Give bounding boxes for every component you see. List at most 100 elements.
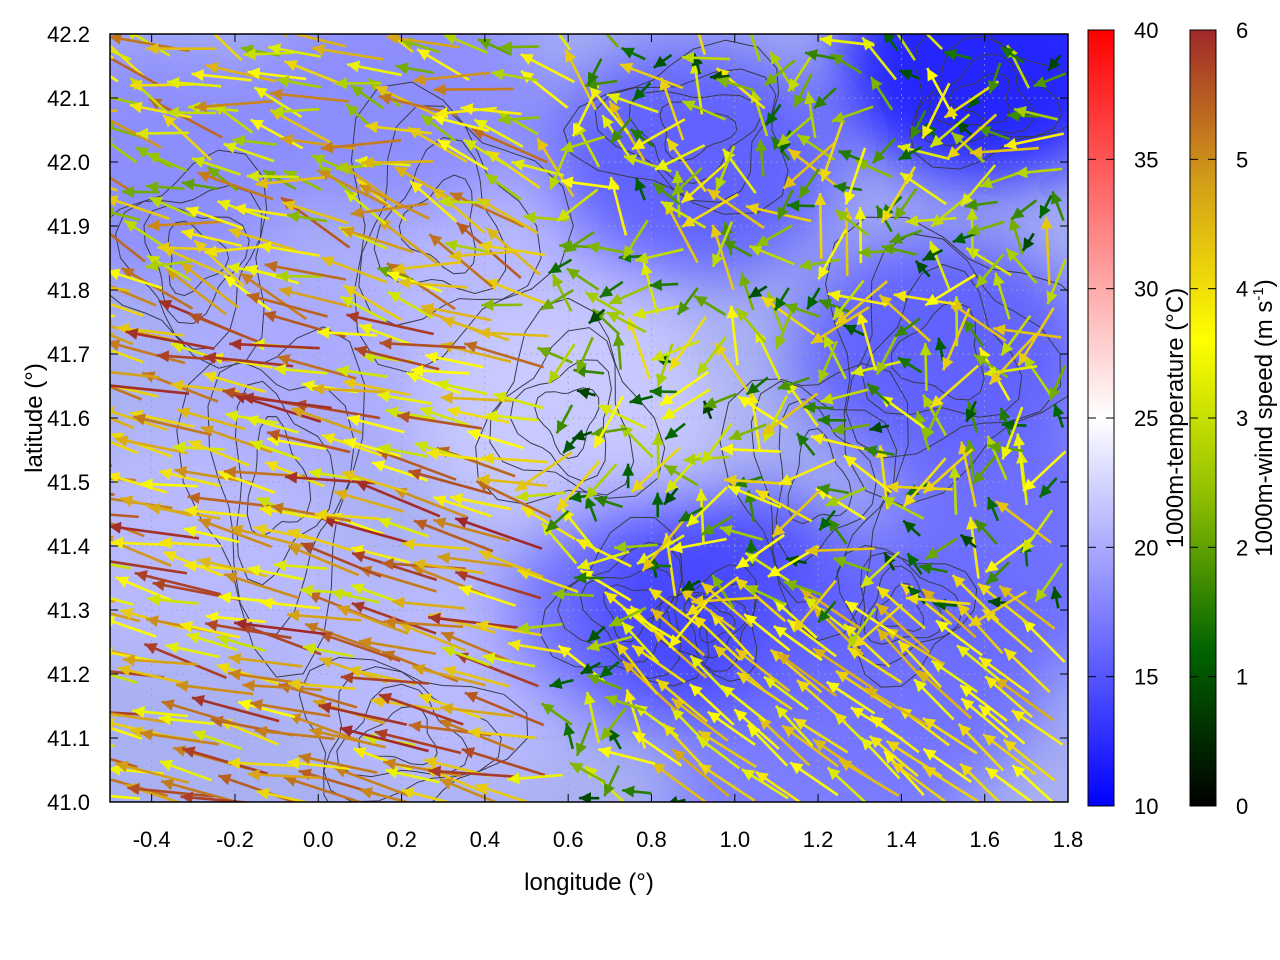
wind-vector-head-906 bbox=[205, 62, 219, 74]
wind-vector-head-754 bbox=[1022, 237, 1035, 251]
wind-vector-46 bbox=[298, 752, 378, 775]
wind-vector-shaft-148 bbox=[143, 642, 227, 680]
wind-vector-shaft-210 bbox=[875, 602, 931, 654]
wind-vector-326 bbox=[110, 536, 173, 549]
wind-vector-head-559 bbox=[612, 333, 625, 347]
wind-vector-head-482 bbox=[397, 411, 411, 424]
wind-vector-head-919 bbox=[584, 77, 598, 90]
wind-vector-750 bbox=[889, 229, 923, 244]
wind-vector-shaft-109 bbox=[110, 711, 143, 716]
wind-vector-head-567 bbox=[824, 334, 835, 349]
wind-vector-571 bbox=[934, 337, 947, 362]
wind-vector-head-527 bbox=[703, 397, 717, 409]
wind-vector-286 bbox=[968, 590, 1028, 628]
wind-vector-head-776 bbox=[634, 177, 647, 192]
wind-vector-shaft-39 bbox=[115, 762, 189, 784]
wind-vector-888 bbox=[715, 67, 766, 110]
wind-vector-735 bbox=[449, 191, 525, 228]
wind-vector-783 bbox=[787, 148, 844, 192]
wind-vector-head-745 bbox=[755, 235, 770, 247]
wind-vector-846 bbox=[560, 135, 606, 153]
wind-vector-863 bbox=[1003, 132, 1065, 150]
wind-vector-head-699 bbox=[448, 249, 462, 262]
wind-vector-head-353 bbox=[861, 574, 875, 588]
wind-vector-head-651 bbox=[147, 255, 161, 267]
wind-vector-head-182 bbox=[110, 647, 113, 659]
wind-vector-183 bbox=[122, 654, 198, 667]
wind-vector-194 bbox=[441, 646, 491, 667]
wind-vector-head-841 bbox=[421, 115, 435, 128]
wind-vector-48 bbox=[385, 766, 440, 784]
wind-vector-head-404 bbox=[265, 461, 279, 473]
wind-vector-head-190 bbox=[305, 622, 319, 634]
wind-vector-shaft-757 bbox=[110, 176, 134, 194]
wind-vector-shaft-472 bbox=[132, 415, 212, 437]
wind-vector-head-689 bbox=[181, 228, 195, 240]
wind-vector-582 bbox=[188, 312, 270, 348]
wind-vector-head-224 bbox=[234, 618, 247, 631]
wind-vector-head-199 bbox=[599, 665, 613, 678]
wind-vector-head-806 bbox=[437, 139, 452, 152]
wind-vector-shaft-960 bbox=[749, 34, 762, 62]
wind-vector-shaft-576 bbox=[110, 332, 114, 336]
wind-vector-shaft-149 bbox=[175, 683, 254, 696]
wind-vector-shaft-410 bbox=[408, 469, 492, 496]
wind-vector-532 bbox=[820, 388, 869, 405]
wind-vector-head-552 bbox=[354, 345, 368, 358]
wind-vector-444 bbox=[377, 443, 429, 458]
wind-vector-head-35 bbox=[1012, 765, 1026, 778]
wind-vector-845 bbox=[549, 144, 570, 191]
wind-vector-371 bbox=[333, 489, 405, 513]
wind-vector-head-845 bbox=[549, 176, 561, 190]
wind-vector-668 bbox=[608, 284, 649, 305]
wind-vector-793 bbox=[110, 137, 138, 164]
wind-vector-head-340 bbox=[455, 516, 469, 528]
wind-vector-shaft-937 bbox=[110, 49, 132, 61]
wind-vector-head-28 bbox=[827, 767, 841, 780]
x-axis: -0.4 -0.2 0.0 0.2 0.4 0.6 0.8 1.0 1.2 1.4 1.6 1.8 bbox=[133, 34, 1083, 852]
wind-vector-shaft-145 bbox=[110, 673, 138, 684]
wind-vector-head-375 bbox=[450, 493, 464, 506]
wind-vector-head-415 bbox=[622, 463, 635, 476]
wind-vector-shaft-552 bbox=[353, 347, 440, 371]
wind-vector-599 bbox=[696, 336, 727, 376]
wind-vector-930 bbox=[898, 69, 920, 81]
wind-vector-head-940 bbox=[146, 42, 159, 55]
wind-vector-751 bbox=[905, 214, 957, 227]
wind-vector-755 bbox=[1051, 190, 1065, 221]
wind-vector-484 bbox=[485, 410, 539, 423]
wind-vector-head-871 bbox=[254, 87, 268, 99]
wind-vector-366 bbox=[187, 492, 271, 508]
wind-vector-head-243 bbox=[804, 597, 818, 610]
wind-vector-387 bbox=[818, 509, 836, 532]
wind-vector-491 bbox=[700, 422, 733, 465]
wind-vector-639 bbox=[818, 298, 850, 313]
wind-vector-head-638 bbox=[784, 302, 799, 315]
wind-vector-661 bbox=[398, 277, 468, 290]
wind-vector-858 bbox=[898, 146, 922, 161]
wind-vector-head-931 bbox=[922, 125, 934, 139]
wind-vector-671 bbox=[710, 224, 735, 290]
wind-vector-head-850 bbox=[655, 159, 669, 170]
wind-vector-71 bbox=[1002, 738, 1056, 782]
wind-vector-562 bbox=[659, 370, 710, 407]
wind-vector-head-6 bbox=[180, 791, 194, 802]
wind-vector-674 bbox=[806, 287, 821, 310]
wind-vector-head-534 bbox=[919, 343, 932, 356]
plot-area bbox=[109, 33, 1069, 803]
wind-vector-119 bbox=[318, 701, 408, 726]
wind-vector-550 bbox=[336, 365, 388, 378]
wind-vector-862 bbox=[969, 146, 1039, 159]
wind-vector-head-453 bbox=[631, 479, 645, 493]
wind-vector-head-735 bbox=[449, 192, 464, 204]
wind-vector-head-908 bbox=[276, 75, 290, 88]
wind-vector-390 bbox=[881, 495, 925, 520]
wind-vector-head-496 bbox=[831, 423, 845, 436]
wind-vector-891 bbox=[820, 119, 845, 182]
wind-vector-964 bbox=[819, 34, 875, 47]
wind-vector-head-461 bbox=[864, 445, 878, 457]
wind-vector-head-916 bbox=[491, 68, 505, 81]
wind-vector-head-661 bbox=[398, 277, 411, 290]
wind-vector-head-855 bbox=[783, 176, 797, 189]
wind-vector-758 bbox=[122, 185, 160, 198]
